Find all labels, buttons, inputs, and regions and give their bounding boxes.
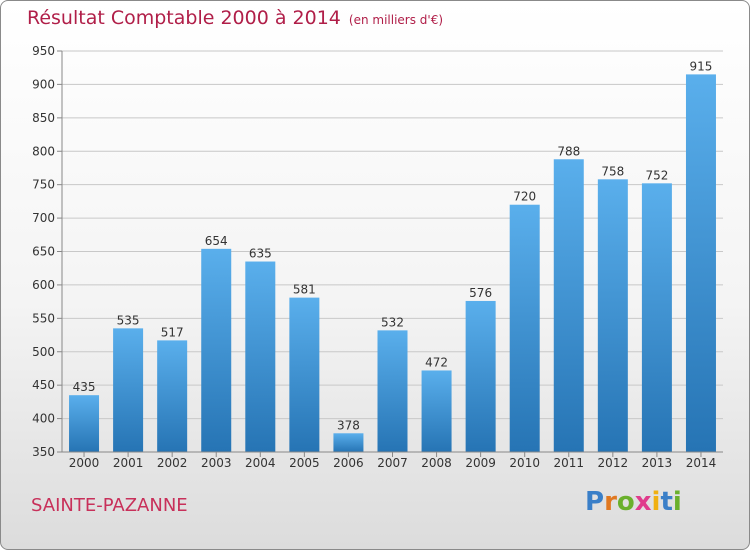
x-tick-label: 2005 xyxy=(289,456,320,470)
x-tick-label: 2006 xyxy=(333,456,364,470)
bar-2007 xyxy=(377,330,408,452)
x-tick-label: 2007 xyxy=(377,456,408,470)
y-tick-label: 850 xyxy=(32,111,55,125)
logo-letter: o xyxy=(616,487,635,517)
data-label: 576 xyxy=(469,286,492,300)
x-tick-label: 2013 xyxy=(642,456,673,470)
data-labels: 435 535 517 654 635 581 378 532 472 576 720 788 758 7… xyxy=(73,59,713,432)
y-tick-label: 750 xyxy=(32,178,55,192)
y-tick-label: 350 xyxy=(32,445,55,459)
x-tick-label: 2003 xyxy=(201,456,232,470)
bar-2005 xyxy=(289,297,320,452)
bar-2006 xyxy=(333,433,364,452)
x-tick-label: 2002 xyxy=(157,456,188,470)
y-tick-label: 400 xyxy=(32,412,55,426)
bar-2014 xyxy=(685,74,716,453)
bar-2003 xyxy=(201,248,232,452)
x-tick-label: 2001 xyxy=(113,456,144,470)
x-tick-label: 2004 xyxy=(245,456,276,470)
data-label: 535 xyxy=(117,313,140,327)
x-tick-label: 2009 xyxy=(465,456,496,470)
logo-letter: i xyxy=(672,487,682,517)
y-tick-label: 600 xyxy=(32,278,55,292)
data-label: 378 xyxy=(337,418,360,432)
logo-letter: t xyxy=(660,487,673,517)
logo-letter: r xyxy=(604,487,617,517)
data-label: 758 xyxy=(601,164,624,178)
data-label: 472 xyxy=(425,355,448,369)
data-label: 720 xyxy=(513,190,536,204)
place-name: SAINTE-PAZANNE xyxy=(31,495,188,516)
y-tick-label: 700 xyxy=(32,211,55,225)
logo-letter: P xyxy=(585,487,605,517)
bar-2000 xyxy=(69,395,100,452)
y-tick-label: 800 xyxy=(32,144,55,158)
x-tick-label: 2000 xyxy=(69,456,100,470)
bar-2012 xyxy=(597,179,628,452)
bars xyxy=(69,74,716,453)
y-tick-label: 950 xyxy=(32,44,55,58)
logo-letter: i xyxy=(651,487,661,517)
x-axis-ticks: 2000 2001 2002 2003 2004 2005 2006 2007 2008 2009… xyxy=(62,451,723,470)
x-tick-label: 2012 xyxy=(598,456,629,470)
bar-2010 xyxy=(509,204,540,452)
chart-title: Résultat Comptable 2000 à 2014 (en millie… xyxy=(27,7,443,29)
bar-2009 xyxy=(465,300,496,452)
data-label: 532 xyxy=(381,315,404,329)
chart-title-text: Résultat Comptable 2000 à 2014 xyxy=(27,7,341,29)
bar-2011 xyxy=(553,159,584,452)
y-tick-label: 450 xyxy=(32,378,55,392)
logo-letter: x xyxy=(634,487,652,517)
data-label: 635 xyxy=(249,247,272,261)
data-label: 517 xyxy=(161,325,184,339)
x-tick-label: 2010 xyxy=(509,456,540,470)
x-tick-label: 2011 xyxy=(553,456,584,470)
bar-2002 xyxy=(157,340,188,452)
x-tick-label: 2014 xyxy=(686,456,717,470)
proxiti-logo: Proxiti xyxy=(585,487,682,517)
bar-2004 xyxy=(245,261,276,452)
data-label: 752 xyxy=(645,168,668,182)
data-label: 788 xyxy=(557,144,580,158)
bar-2013 xyxy=(641,183,672,452)
y-tick-label: 650 xyxy=(32,245,55,259)
data-label: 654 xyxy=(205,234,228,248)
y-tick-label: 550 xyxy=(32,311,55,325)
data-label: 915 xyxy=(690,59,713,73)
data-label: 435 xyxy=(73,380,96,394)
bar-2001 xyxy=(113,328,144,452)
chart-unit: (en milliers d'€) xyxy=(348,13,444,27)
y-tick-label: 900 xyxy=(32,77,55,91)
x-tick-label: 2008 xyxy=(421,456,452,470)
y-axis-ticks: 350 400 450 500 550 600 650 700 750 800 850 900 950 xyxy=(32,44,63,459)
y-tick-label: 500 xyxy=(32,345,55,359)
bar-2008 xyxy=(421,370,452,452)
data-label: 581 xyxy=(293,283,316,297)
